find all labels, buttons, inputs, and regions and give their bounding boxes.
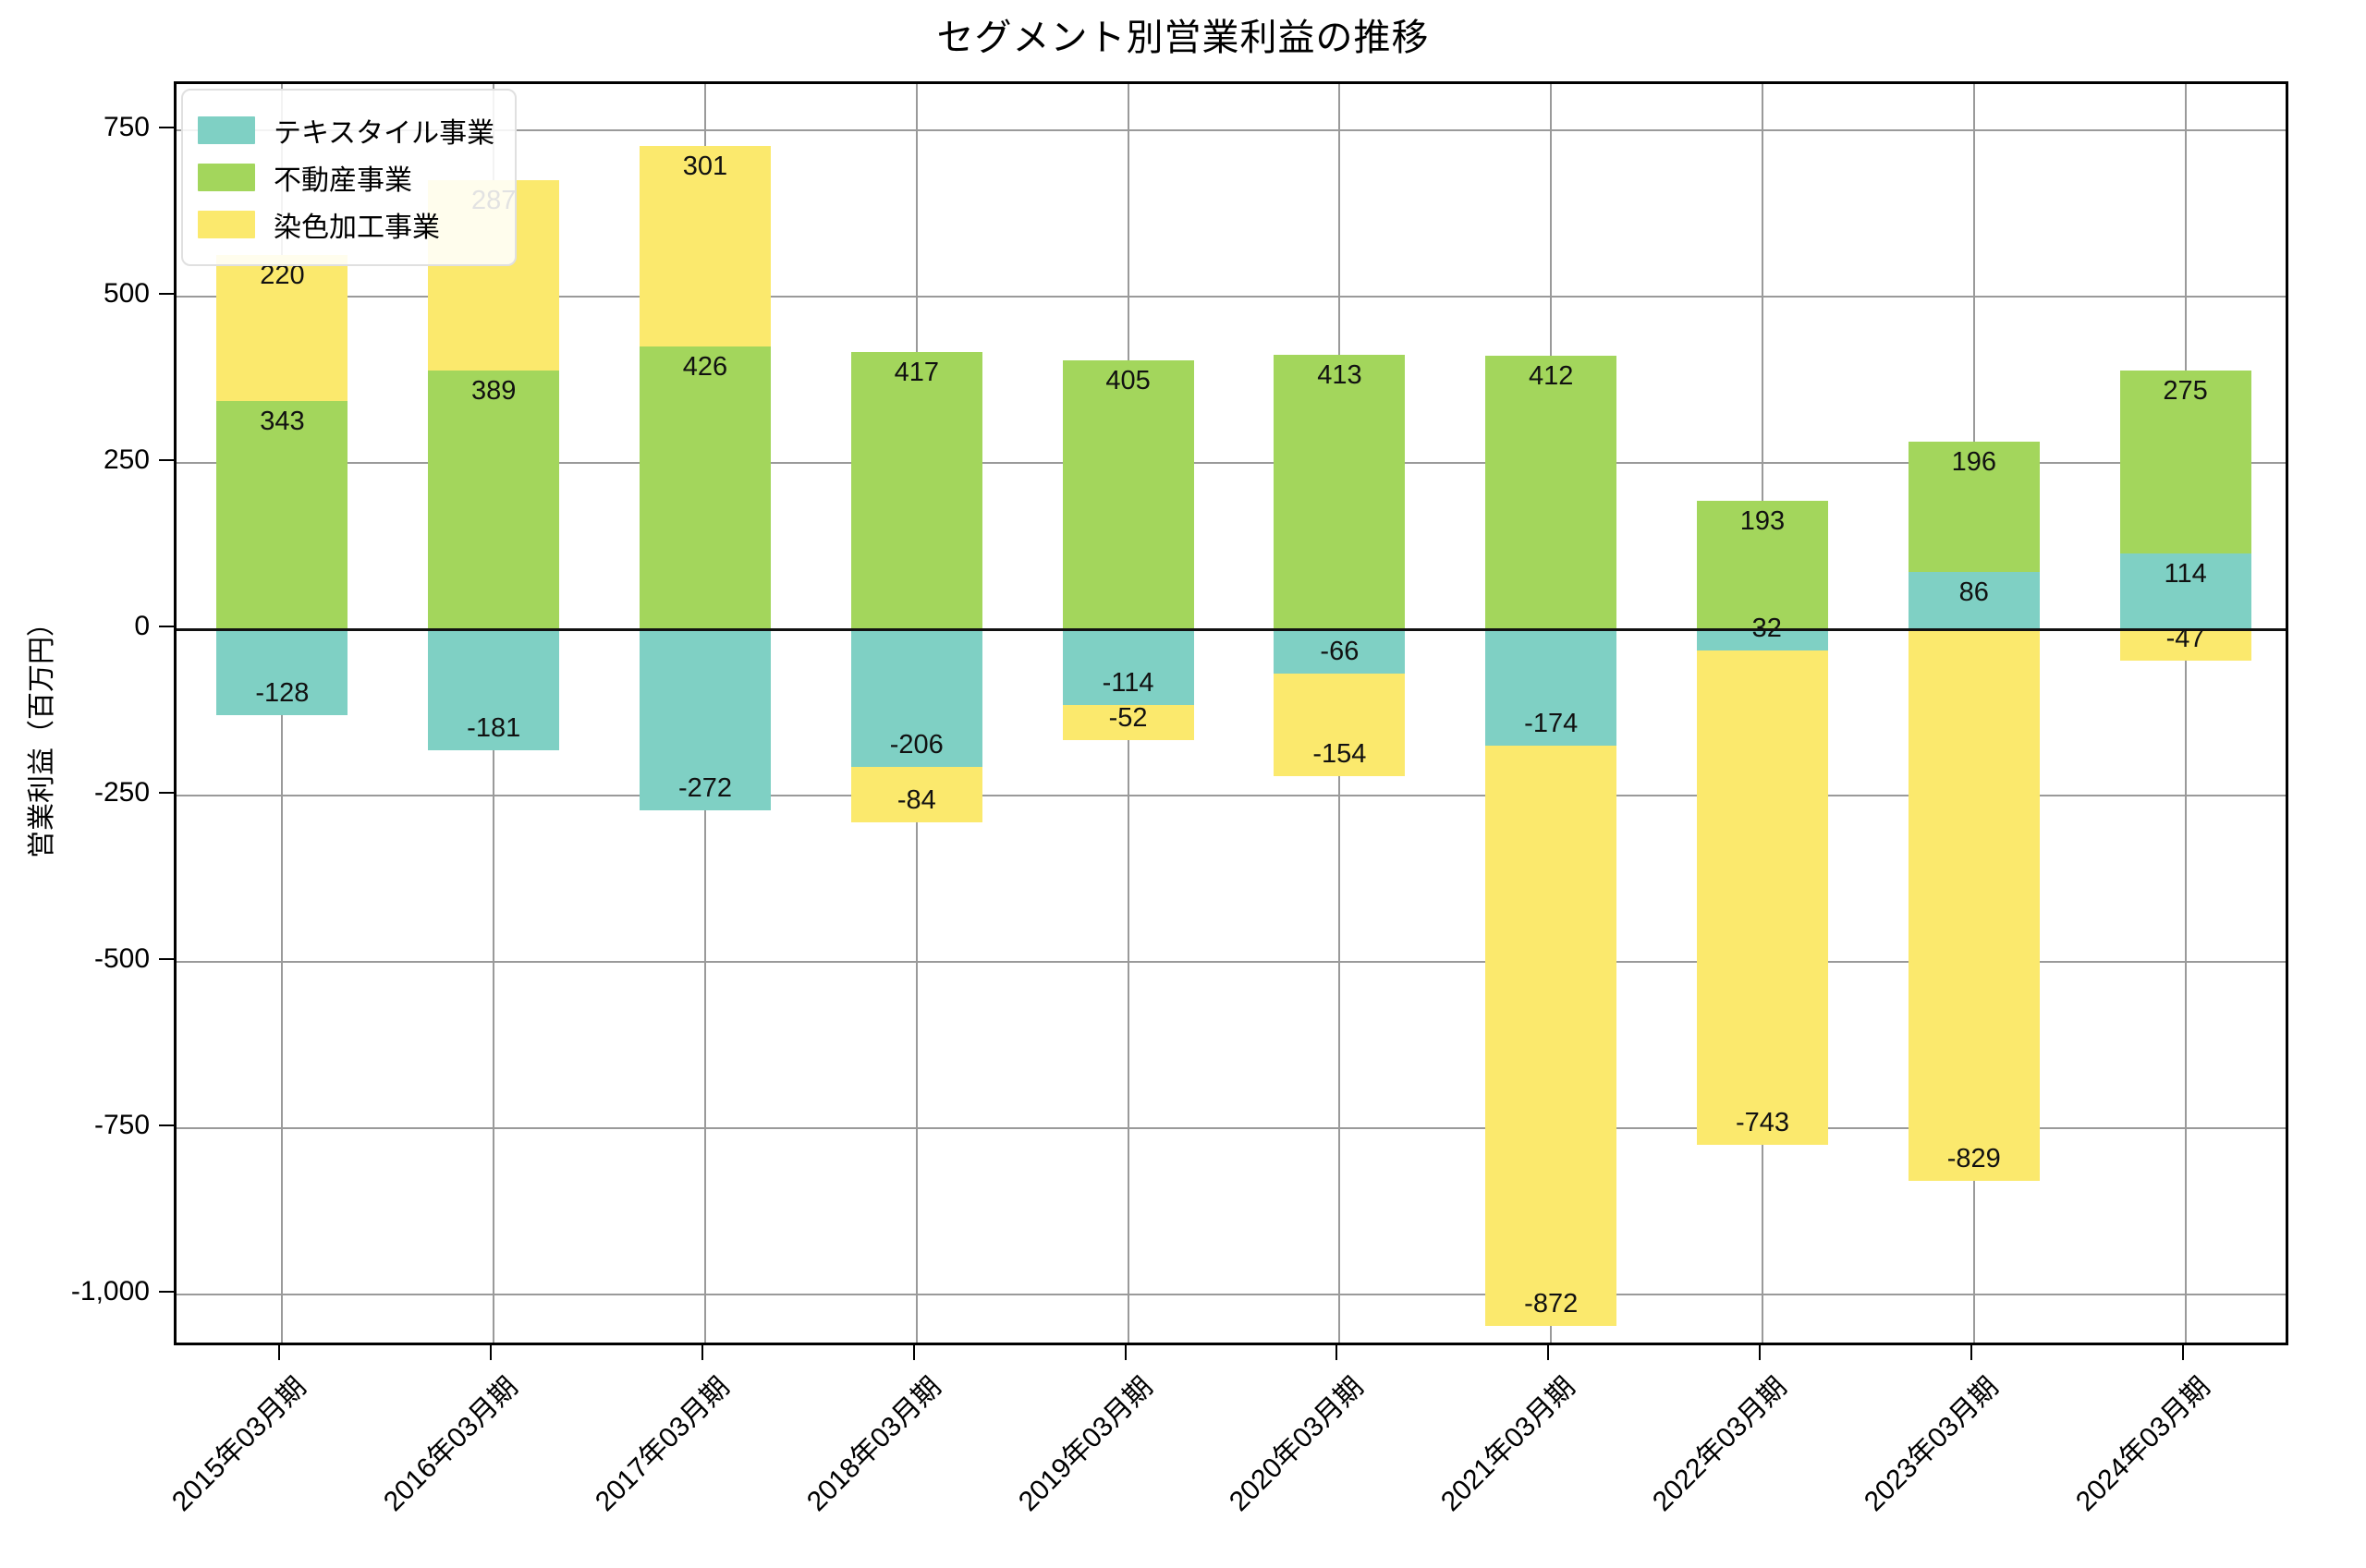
x-axis-tick-label: 2015年03月期 xyxy=(166,1371,313,1518)
legend-item-label: 染色加工事業 xyxy=(274,213,440,243)
bar-segment[interactable] xyxy=(2119,629,2251,662)
x-axis-tick-mark xyxy=(278,1345,281,1360)
y-axis-tick-mark xyxy=(159,1291,174,1294)
legend-item[interactable]: 不動産事業 xyxy=(198,157,494,198)
x-axis-tick-mark xyxy=(2181,1345,2184,1360)
bar-segment[interactable] xyxy=(428,371,560,630)
x-axis-tick-mark xyxy=(1970,1345,1972,1360)
x-axis-tick-mark xyxy=(1547,1345,1550,1360)
y-axis-tick-mark xyxy=(159,293,174,296)
x-axis-tick-label: 2020年03月期 xyxy=(1224,1371,1371,1518)
gridline-horizontal xyxy=(177,296,2286,298)
y-axis-tick-mark xyxy=(159,127,174,129)
bar-segment[interactable] xyxy=(1274,673,1406,776)
x-axis-tick-mark xyxy=(1124,1345,1127,1360)
bar-segment[interactable] xyxy=(2119,371,2251,554)
bar-segment[interactable] xyxy=(1908,572,2040,630)
bar-segment[interactable] xyxy=(1908,629,2040,1182)
legend-item[interactable]: テキスタイル事業 xyxy=(198,110,494,151)
x-axis-tick-label: 2018年03月期 xyxy=(800,1371,947,1518)
bar-segment[interactable] xyxy=(850,766,982,823)
x-axis-tick-mark xyxy=(490,1345,493,1360)
y-axis-tick-label: 500 xyxy=(103,278,150,310)
y-axis-tick-label: -1,000 xyxy=(70,1276,150,1307)
gridline-horizontal xyxy=(177,961,2286,964)
legend-item-label: テキスタイル事業 xyxy=(274,118,495,149)
gridline-horizontal xyxy=(177,129,2286,132)
bar-segment[interactable] xyxy=(1908,442,2040,573)
bar-segment[interactable] xyxy=(1485,629,1617,746)
y-axis-tick-mark xyxy=(159,626,174,628)
bar-segment[interactable] xyxy=(1485,745,1617,1326)
bar-segment[interactable] xyxy=(850,629,982,767)
legend-swatch-icon xyxy=(198,116,255,144)
gridline-horizontal xyxy=(177,462,2286,465)
x-axis-tick-mark xyxy=(1335,1345,1338,1360)
plot-area: -128343220-181389287-272426301-206417-84… xyxy=(174,81,2288,1345)
bar-segment[interactable] xyxy=(1274,629,1406,674)
y-axis-tick-mark xyxy=(159,459,174,462)
bar-segment[interactable] xyxy=(216,401,348,630)
y-axis-tick-label: 250 xyxy=(103,444,150,476)
bar-segment[interactable] xyxy=(1062,629,1194,706)
x-axis-tick-label: 2022年03月期 xyxy=(1646,1371,1793,1518)
x-axis-tick-label: 2019年03月期 xyxy=(1012,1371,1159,1518)
legend-swatch-icon xyxy=(198,211,255,238)
bar-segment[interactable] xyxy=(216,255,348,402)
gridline-vertical xyxy=(2184,84,2187,1343)
x-axis-tick-mark xyxy=(701,1345,703,1360)
bar-segment[interactable] xyxy=(428,629,560,750)
bar-segment[interactable] xyxy=(640,145,771,346)
bar-segment[interactable] xyxy=(1062,359,1194,630)
x-axis-tick-mark xyxy=(1759,1345,1761,1360)
y-axis-tick-label: -750 xyxy=(93,1110,150,1141)
zero-baseline xyxy=(177,627,2286,631)
bar-segment[interactable] xyxy=(2119,553,2251,630)
bar-segment[interactable] xyxy=(850,352,982,630)
y-axis-tick-label: 0 xyxy=(134,611,150,642)
bar-segment[interactable] xyxy=(1485,355,1617,630)
y-axis-title: 営業利益（百万円） xyxy=(27,609,57,858)
y-axis-tick-label: 750 xyxy=(103,112,150,143)
x-axis-tick-label: 2016年03月期 xyxy=(378,1371,524,1518)
gridline-horizontal xyxy=(177,1127,2286,1130)
legend-swatch-icon xyxy=(198,164,255,191)
gridline-horizontal xyxy=(177,795,2286,797)
y-axis-tick-mark xyxy=(159,958,174,961)
gridline-horizontal xyxy=(177,1294,2286,1296)
bar-segment[interactable] xyxy=(1062,705,1194,740)
bar-segment[interactable] xyxy=(640,346,771,630)
x-axis-tick-label: 2021年03月期 xyxy=(1435,1371,1581,1518)
y-axis-tick-label: -500 xyxy=(93,943,150,975)
y-axis-tick-mark xyxy=(159,792,174,795)
bar-segment[interactable] xyxy=(1697,650,1828,1146)
bar-segment[interactable] xyxy=(216,629,348,715)
bar-segment[interactable] xyxy=(1697,629,1828,651)
plot-inner: -128343220-181389287-272426301-206417-84… xyxy=(177,84,2286,1343)
y-axis-tick-label: -250 xyxy=(93,777,150,808)
legend-item[interactable]: 染色加工事業 xyxy=(198,204,494,245)
page-title: セグメント別営業利益の推移 xyxy=(936,18,1430,58)
x-axis-tick-mark xyxy=(912,1345,915,1360)
bar-segment[interactable] xyxy=(1697,501,1828,630)
x-axis-tick-label: 2023年03月期 xyxy=(1858,1371,2005,1518)
bar-segment[interactable] xyxy=(640,629,771,811)
bar-segment[interactable] xyxy=(1274,355,1406,630)
legend-item-label: 不動産事業 xyxy=(274,165,412,196)
x-axis-tick-label: 2017年03月期 xyxy=(589,1371,736,1518)
y-axis-tick-mark xyxy=(159,1124,174,1127)
x-axis-tick-label: 2024年03月期 xyxy=(2069,1371,2216,1518)
chart-legend: テキスタイル事業 不動産事業染色加工事業 xyxy=(181,89,518,266)
